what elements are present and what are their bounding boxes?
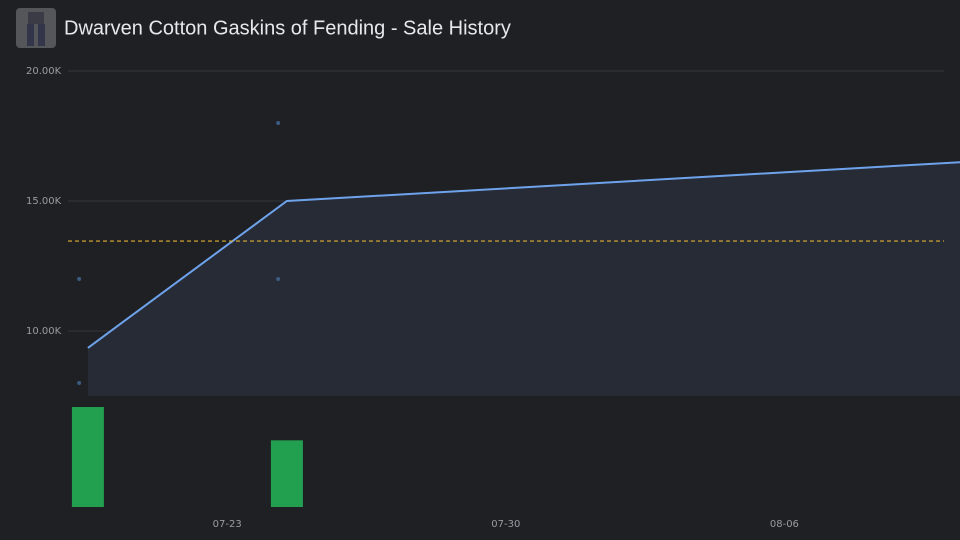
price-area bbox=[87, 162, 960, 396]
sale-point bbox=[276, 121, 281, 125]
y-tick-label: 10.00K bbox=[26, 326, 62, 337]
chart-title: Dwarven Cotton Gaskins of Fending - Sale… bbox=[64, 17, 511, 39]
volume-bar bbox=[71, 407, 104, 507]
x-tick-label: 07-23 bbox=[213, 519, 242, 530]
item-icon[interactable] bbox=[16, 8, 56, 48]
y-tick-label: 15.00K bbox=[26, 196, 62, 207]
volume-bar bbox=[270, 440, 303, 507]
sale-point bbox=[77, 277, 82, 281]
x-tick-label: 08-06 bbox=[770, 519, 799, 530]
price-line bbox=[87, 161, 960, 349]
y-tick-label: 20.00K bbox=[26, 66, 62, 77]
x-tick-label: 07-30 bbox=[491, 519, 520, 530]
sale-point bbox=[77, 381, 82, 385]
sale-point bbox=[276, 277, 281, 281]
